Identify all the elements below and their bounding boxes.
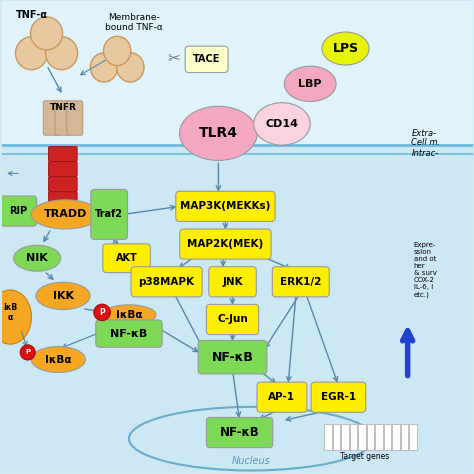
Text: ERK1/2: ERK1/2 xyxy=(280,277,321,287)
Text: MAP3K(MEKKs): MAP3K(MEKKs) xyxy=(180,201,271,211)
Text: NF-κB: NF-κB xyxy=(220,426,259,439)
Text: Extra-: Extra- xyxy=(411,129,437,138)
FancyBboxPatch shape xyxy=(206,304,259,335)
Ellipse shape xyxy=(94,304,110,320)
Text: Intrac-: Intrac- xyxy=(411,149,438,158)
Text: JNK: JNK xyxy=(222,277,243,287)
Text: TNF-α: TNF-α xyxy=(16,10,48,20)
FancyBboxPatch shape xyxy=(96,320,162,347)
Text: p38MAPK: p38MAPK xyxy=(138,277,195,287)
FancyBboxPatch shape xyxy=(324,424,332,450)
Ellipse shape xyxy=(16,36,47,70)
FancyBboxPatch shape xyxy=(176,191,275,221)
FancyBboxPatch shape xyxy=(358,424,366,450)
FancyBboxPatch shape xyxy=(383,424,391,450)
Ellipse shape xyxy=(20,345,35,360)
FancyBboxPatch shape xyxy=(2,145,473,473)
Ellipse shape xyxy=(14,245,61,271)
Ellipse shape xyxy=(31,200,100,229)
Text: Target genes: Target genes xyxy=(340,452,389,461)
Text: RIP: RIP xyxy=(9,206,27,216)
Text: P: P xyxy=(99,308,105,317)
FancyBboxPatch shape xyxy=(209,267,256,297)
Text: NF-κB: NF-κB xyxy=(211,351,254,364)
Text: IKK: IKK xyxy=(53,291,73,301)
Text: Expre-
ssion
and ot
her
& surv
COX-2
IL-6, I
etc.): Expre- ssion and ot her & surv COX-2 IL-… xyxy=(414,242,437,298)
FancyBboxPatch shape xyxy=(48,146,77,162)
Text: LPS: LPS xyxy=(332,42,358,55)
Ellipse shape xyxy=(322,32,369,65)
FancyBboxPatch shape xyxy=(67,101,83,135)
FancyBboxPatch shape xyxy=(131,267,202,297)
Ellipse shape xyxy=(102,305,156,325)
FancyBboxPatch shape xyxy=(206,418,273,447)
Text: Cell m.: Cell m. xyxy=(411,138,440,147)
FancyBboxPatch shape xyxy=(333,424,340,450)
FancyBboxPatch shape xyxy=(2,1,473,145)
Text: AP-1: AP-1 xyxy=(268,392,295,402)
FancyBboxPatch shape xyxy=(257,382,307,412)
Text: TRADD: TRADD xyxy=(44,210,87,219)
Ellipse shape xyxy=(117,53,144,82)
Text: TNFR: TNFR xyxy=(50,103,76,112)
Text: C-Jun: C-Jun xyxy=(217,314,248,325)
Ellipse shape xyxy=(46,36,78,70)
FancyBboxPatch shape xyxy=(103,244,150,273)
Text: MAP2K(MEK): MAP2K(MEK) xyxy=(187,239,264,249)
FancyBboxPatch shape xyxy=(367,424,374,450)
FancyBboxPatch shape xyxy=(401,424,408,450)
Text: AKT: AKT xyxy=(116,253,137,263)
FancyBboxPatch shape xyxy=(311,382,366,412)
FancyBboxPatch shape xyxy=(185,46,228,73)
FancyBboxPatch shape xyxy=(409,424,417,450)
Ellipse shape xyxy=(254,103,310,145)
Text: NF-κB: NF-κB xyxy=(110,328,147,338)
Text: EGR-1: EGR-1 xyxy=(321,392,356,402)
FancyBboxPatch shape xyxy=(350,424,357,450)
Ellipse shape xyxy=(0,290,31,344)
Text: Nucleus: Nucleus xyxy=(232,456,271,466)
FancyBboxPatch shape xyxy=(91,190,128,239)
FancyBboxPatch shape xyxy=(341,424,349,450)
Text: IκB
α: IκB α xyxy=(3,303,18,322)
Ellipse shape xyxy=(180,106,257,160)
FancyBboxPatch shape xyxy=(48,162,77,177)
FancyBboxPatch shape xyxy=(392,424,400,450)
Ellipse shape xyxy=(284,66,336,101)
Text: CD14: CD14 xyxy=(265,119,299,129)
FancyBboxPatch shape xyxy=(272,267,329,297)
Text: IκBα: IκBα xyxy=(45,355,72,365)
Ellipse shape xyxy=(129,407,374,471)
FancyBboxPatch shape xyxy=(0,196,36,226)
Text: NIK: NIK xyxy=(26,253,48,263)
Text: Traf2: Traf2 xyxy=(95,210,123,219)
FancyBboxPatch shape xyxy=(55,101,71,135)
FancyBboxPatch shape xyxy=(48,177,77,192)
Text: ✂: ✂ xyxy=(167,51,180,66)
FancyBboxPatch shape xyxy=(198,340,267,374)
Text: TACE: TACE xyxy=(193,55,220,64)
Ellipse shape xyxy=(91,53,118,82)
Ellipse shape xyxy=(30,17,63,50)
Ellipse shape xyxy=(31,346,85,373)
FancyBboxPatch shape xyxy=(180,229,271,259)
Text: P: P xyxy=(25,349,30,356)
Text: LBP: LBP xyxy=(299,79,322,89)
Text: Membrane-
bound TNF-α: Membrane- bound TNF-α xyxy=(105,13,163,32)
FancyBboxPatch shape xyxy=(43,101,59,135)
Ellipse shape xyxy=(36,282,90,310)
Ellipse shape xyxy=(103,36,131,65)
Text: IκBα: IκBα xyxy=(116,310,142,320)
Text: TLR4: TLR4 xyxy=(199,127,238,140)
FancyBboxPatch shape xyxy=(375,424,383,450)
FancyBboxPatch shape xyxy=(48,192,77,207)
